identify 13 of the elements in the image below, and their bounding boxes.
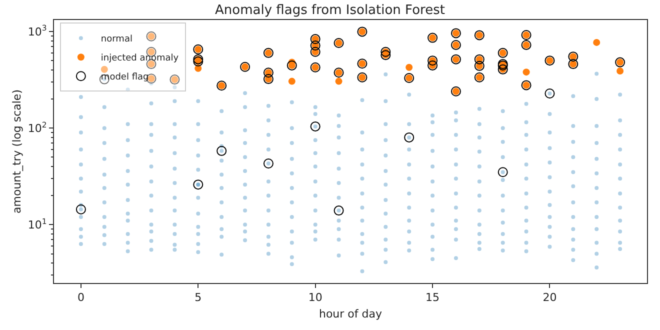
x-tick-label: 0 — [77, 291, 84, 304]
x-tick-label: 5 — [194, 291, 202, 304]
x-tick-label: 15 — [426, 291, 440, 304]
legend-label: normal — [100, 34, 132, 45]
x-axis-title: hour of day — [318, 307, 382, 320]
y-tick-label: 10$^{1}$ — [28, 216, 47, 232]
legend-label: injected anomaly — [100, 54, 180, 64]
x-tick-label: 20 — [542, 291, 557, 304]
y-tick-label: 10$^{3}$ — [28, 24, 47, 38]
y-tick-label: 10$^{2}$ — [28, 120, 47, 135]
chart-title: Anomaly flags from Isolation Forest — [215, 3, 445, 18]
y-axis-title: amount_try (log scale) — [10, 90, 24, 214]
x-tick-label: 10 — [308, 291, 322, 304]
